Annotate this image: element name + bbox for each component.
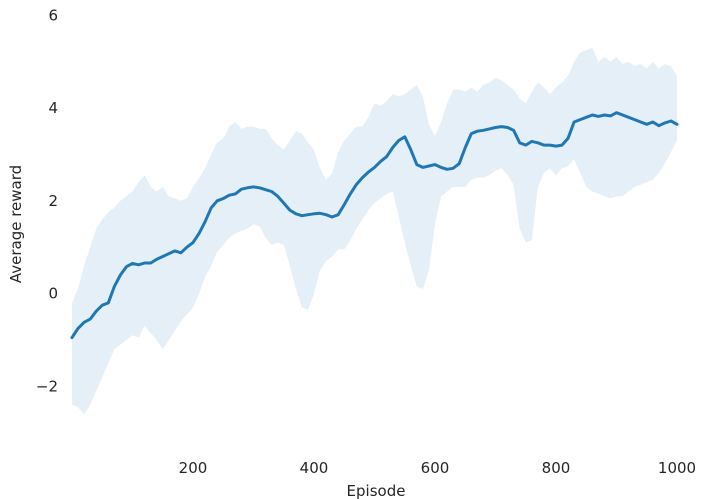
y-axis-ticks: −2 0 2 4 6 [36,6,58,395]
x-tick-label: 1000 [658,459,696,477]
x-axis-label: Episode [347,482,406,499]
y-tick-label: 2 [48,192,58,210]
std-band [72,47,677,415]
x-tick-label: 600 [421,459,450,477]
x-tick-label: 400 [300,459,329,477]
y-axis-label: Average reward [7,165,25,283]
y-tick-label: −2 [36,377,58,395]
mean-reward-line [70,111,679,340]
x-axis-ticks: 200 400 600 800 1000 [179,459,696,477]
y-tick-label: 0 [48,285,58,303]
y-tick-label: 4 [48,99,58,117]
x-tick-label: 200 [179,459,208,477]
y-tick-label: 6 [48,6,58,24]
x-tick-label: 800 [542,459,571,477]
